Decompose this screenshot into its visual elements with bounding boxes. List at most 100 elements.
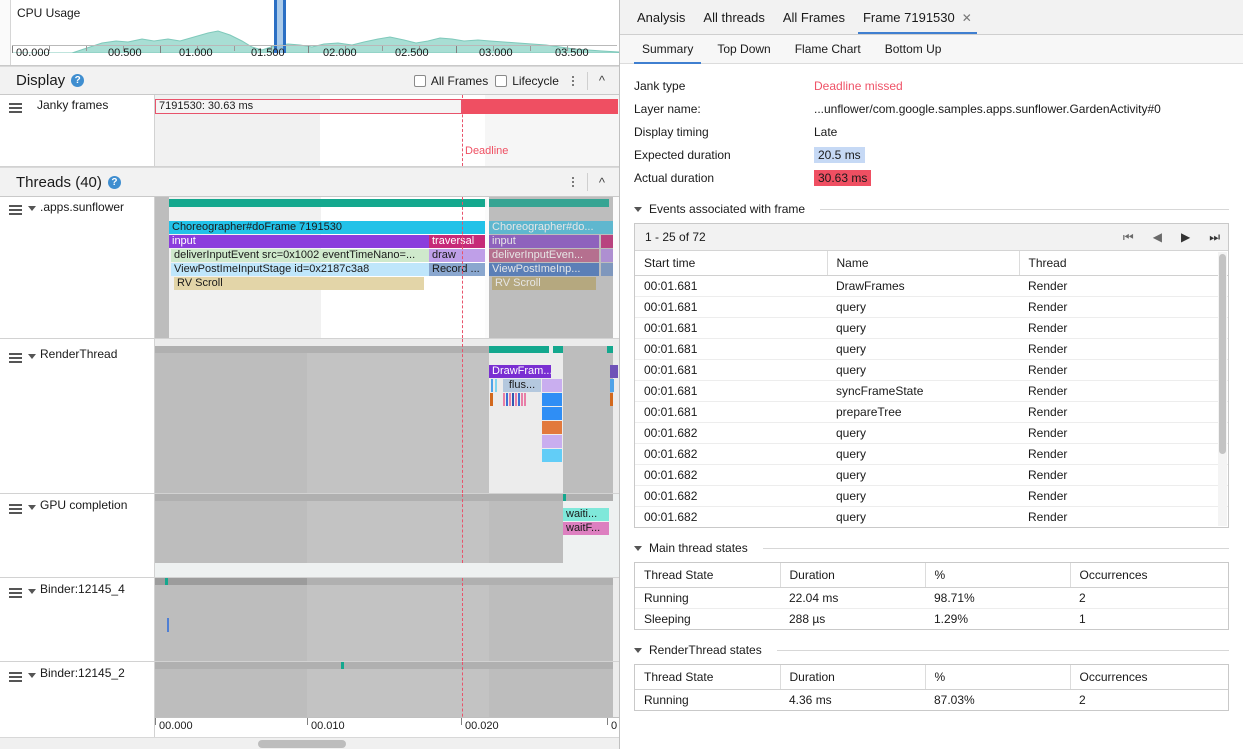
slice-rv-scroll-next[interactable]: RV Scroll (492, 277, 596, 290)
slice-waiting[interactable]: waiti... (563, 508, 609, 521)
thread-track-binder-12145-4[interactable]: Binder:12145_4 (0, 578, 619, 662)
frame-bar-overrun[interactable] (462, 99, 618, 114)
tab-all-frames[interactable]: All Frames (774, 10, 854, 34)
slice-deliverinputevent[interactable]: deliverInputEvent src=0x1002 eventTimeNa… (171, 249, 437, 262)
events-group-header[interactable]: Events associated with frame (634, 202, 1229, 216)
drag-handle-icon[interactable] (9, 588, 22, 598)
drag-handle-icon[interactable] (9, 672, 22, 682)
playhead-cursor[interactable] (462, 339, 463, 493)
slice-choreographer-doframe-next[interactable]: Choreographer#do... (489, 221, 613, 234)
column-header-occurrences[interactable]: Occurrences (1070, 563, 1228, 588)
slice-rv-scroll[interactable]: RV Scroll (174, 277, 424, 290)
janky-frames-label-cell[interactable]: Janky frames (0, 95, 155, 166)
playhead-cursor[interactable] (462, 197, 463, 338)
threads-section-header[interactable]: Threads (40) ? ^ (0, 167, 619, 197)
table-row[interactable]: 00:01.681 query Render (635, 296, 1228, 318)
subtab-top-down[interactable]: Top Down (705, 42, 782, 63)
table-row[interactable]: 00:01.681 query Render (635, 359, 1228, 381)
slice-draw[interactable]: draw (429, 249, 485, 262)
table-row[interactable]: Sleeping 288 µs 1.29% 1 (635, 609, 1228, 630)
table-row[interactable]: 00:01.682 query Render (635, 485, 1228, 507)
previous-page-icon[interactable]: ◀ (1152, 230, 1162, 244)
chevron-up-icon[interactable]: ^ (598, 73, 605, 88)
slice-deliverinputevent-next[interactable]: deliverInputEven... (489, 249, 599, 262)
column-header-name[interactable]: Name (827, 251, 1020, 276)
column-header-percent[interactable]: % (925, 665, 1071, 690)
slice-viewpostime-next[interactable]: ViewPostImeInp... (489, 263, 599, 276)
column-header-thread-state[interactable]: Thread State (635, 563, 781, 588)
slice-input-next[interactable]: input (489, 235, 599, 248)
chevron-down-icon[interactable] (28, 354, 36, 359)
slice-flush[interactable]: flus... (503, 379, 541, 392)
selection-start-handle[interactable] (274, 0, 277, 53)
slice-choreographer-doframe[interactable]: Choreographer#doFrame 7191530 (169, 221, 485, 234)
subtab-summary[interactable]: Summary (630, 42, 705, 64)
kebab-menu-icon[interactable] (566, 73, 580, 89)
display-section-header[interactable]: Display ? All Frames Lifecycle ^ (0, 66, 619, 95)
tab-all-threads[interactable]: All threads (694, 10, 773, 34)
table-row[interactable]: Running 4.36 ms 87.03% 2 (635, 690, 1228, 711)
help-icon[interactable]: ? (107, 175, 121, 189)
chevron-down-icon[interactable] (634, 206, 642, 212)
column-header-occurrences[interactable]: Occurrences (1070, 665, 1228, 690)
slice-drawframes[interactable]: DrawFram... (489, 365, 551, 378)
table-row[interactable]: 00:01.681 DrawFrames Render (635, 275, 1228, 297)
chevron-down-icon[interactable] (634, 647, 642, 653)
thread-label-cell[interactable]: Binder:12145_4 (0, 578, 155, 661)
tab-analysis[interactable]: Analysis (628, 10, 694, 34)
table-row[interactable]: 00:01.681 prepareTree Render (635, 401, 1228, 423)
thread-track-body[interactable]: DrawFram... flus... (155, 339, 619, 493)
help-icon[interactable]: ? (71, 74, 85, 87)
drag-handle-icon[interactable] (9, 353, 22, 363)
last-page-icon[interactable]: ⏭ (1209, 229, 1220, 244)
slice-viewpostimeinputstage[interactable]: ViewPostImeInputStage id=0x2187c3a8 (171, 263, 437, 276)
thread-label-cell[interactable]: Binder:12145_2 (0, 662, 155, 749)
scrollbar-thumb[interactable] (258, 740, 346, 748)
lifecycle-checkbox[interactable]: Lifecycle (495, 74, 559, 88)
column-header-thread[interactable]: Thread (1019, 251, 1228, 276)
events-table-scrollbar[interactable] (1218, 252, 1227, 526)
cpu-usage-track[interactable]: CPU Usage (0, 0, 619, 66)
slice-record[interactable]: Record ... (429, 263, 485, 276)
chevron-up-icon[interactable]: ^ (598, 174, 605, 190)
thread-track-body[interactable] (155, 578, 619, 661)
column-header-thread-state[interactable]: Thread State (635, 665, 781, 690)
drag-handle-icon[interactable] (9, 103, 22, 113)
table-row[interactable]: 00:01.682 query Render (635, 507, 1228, 528)
close-icon[interactable]: ✕ (961, 10, 972, 25)
tab-frame-7191530[interactable]: Frame 7191530 ✕ (854, 10, 981, 34)
thread-label-cell[interactable]: .apps.sunflower (0, 197, 155, 338)
thread-label-cell[interactable]: RenderThread (0, 339, 155, 493)
table-row[interactable]: 00:01.681 query Render (635, 317, 1228, 339)
slice-waitfence[interactable]: waitF... (563, 522, 609, 535)
column-header-start-time[interactable]: Start time (635, 251, 828, 276)
next-page-icon[interactable]: ▶ (1180, 230, 1191, 244)
chevron-down-icon[interactable] (28, 589, 36, 594)
kebab-menu-icon[interactable] (566, 174, 580, 190)
scrollbar-thumb[interactable] (1219, 254, 1226, 454)
subtab-bottom-up[interactable]: Bottom Up (873, 42, 954, 63)
table-row[interactable]: 00:01.682 query Render (635, 422, 1228, 444)
slice-input[interactable]: input (169, 235, 485, 248)
checkbox-box[interactable] (495, 74, 508, 87)
thread-track-body[interactable]: waiti... waitF... (155, 494, 619, 577)
table-row[interactable]: 00:01.681 syncFrameState Render (635, 380, 1228, 402)
slice-traversal[interactable]: traversal (429, 235, 485, 248)
table-row[interactable]: 00:01.682 query Render (635, 443, 1228, 465)
checkbox-box[interactable] (413, 74, 426, 87)
janky-frames-track[interactable]: Janky frames 7191530: 30.63 ms Deadline (0, 95, 619, 167)
column-header-duration[interactable]: Duration (780, 665, 926, 690)
thread-label-cell[interactable]: GPU completion (0, 494, 155, 577)
horizontal-scrollbar[interactable] (0, 737, 619, 749)
frame-bar-label[interactable]: 7191530: 30.63 ms (155, 99, 462, 114)
subtab-flame-chart[interactable]: Flame Chart (783, 42, 873, 63)
chevron-down-icon[interactable] (28, 505, 36, 510)
render-thread-states-header[interactable]: RenderThread states (634, 643, 1229, 657)
janky-frames-body[interactable]: 7191530: 30.63 ms Deadline (155, 95, 619, 166)
thread-track-renderthread[interactable]: RenderThread DrawFram... flus... (0, 339, 619, 494)
thread-track-apps-sunflower[interactable]: .apps.sunflower Choreographer#doFrame 71… (0, 197, 619, 339)
table-row[interactable]: Running 22.04 ms 98.71% 2 (635, 587, 1228, 609)
chevron-down-icon[interactable] (28, 206, 36, 211)
table-row[interactable]: 00:01.682 query Render (635, 464, 1228, 486)
all-frames-checkbox[interactable]: All Frames (413, 74, 488, 88)
